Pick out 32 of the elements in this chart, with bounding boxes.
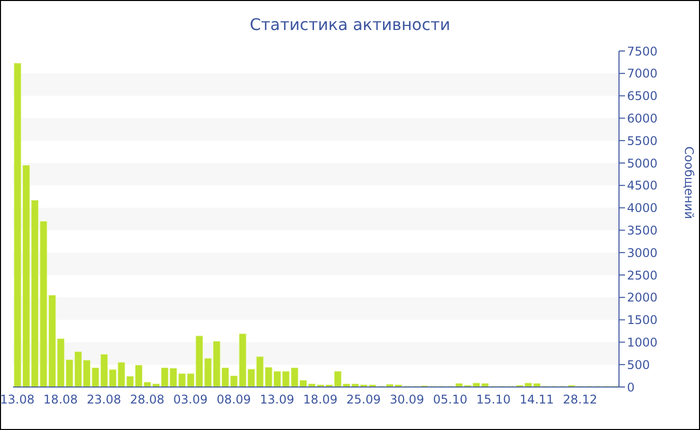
y-tick-label: 2000	[627, 290, 658, 305]
x-tick-label: 18.08	[43, 392, 78, 407]
x-tick-label: 28.08	[130, 392, 164, 407]
y-tick-label: 2500	[627, 268, 658, 282]
chart-title: Статистика активности	[248, 15, 452, 34]
y-axis-title: Сообщений	[682, 146, 696, 219]
y-tick-label: 3000	[627, 246, 658, 260]
y-tick-label: 4000	[627, 201, 658, 216]
x-tick-label: 15.10	[476, 392, 511, 407]
x-tick-label: 25.09	[346, 392, 381, 407]
x-tick-label: 03.09	[173, 392, 208, 407]
x-tick-label: 18.09	[303, 392, 338, 407]
y-tick-label: 7000	[627, 66, 658, 81]
y-tick-label: 3500	[627, 223, 658, 238]
x-tick-label: 30.09	[390, 392, 424, 407]
y-tick-label: 7500	[627, 44, 658, 58]
y-tick-label: 1500	[627, 313, 658, 328]
y-tick-label: 6500	[627, 89, 658, 104]
y-tick-label: 500	[627, 358, 650, 372]
y-tick-label: 6000	[627, 111, 658, 126]
y-tick-label: 1000	[627, 335, 658, 350]
y-tick-label: 0	[627, 380, 635, 394]
x-tick-label: 14.11	[520, 392, 554, 407]
y-tick-label: 4500	[627, 178, 658, 193]
y-tick-label: 5000	[627, 156, 658, 170]
x-tick-label: 13.08	[0, 392, 35, 407]
x-tick-label: 08.09	[216, 392, 251, 407]
x-tick-label: 28.12	[562, 392, 598, 407]
y-tick-label: 5500	[627, 134, 658, 148]
x-tick-label: 23.08	[86, 392, 122, 407]
x-tick-label: 05.10	[433, 392, 468, 407]
x-tick-label: 13.09	[260, 392, 294, 407]
